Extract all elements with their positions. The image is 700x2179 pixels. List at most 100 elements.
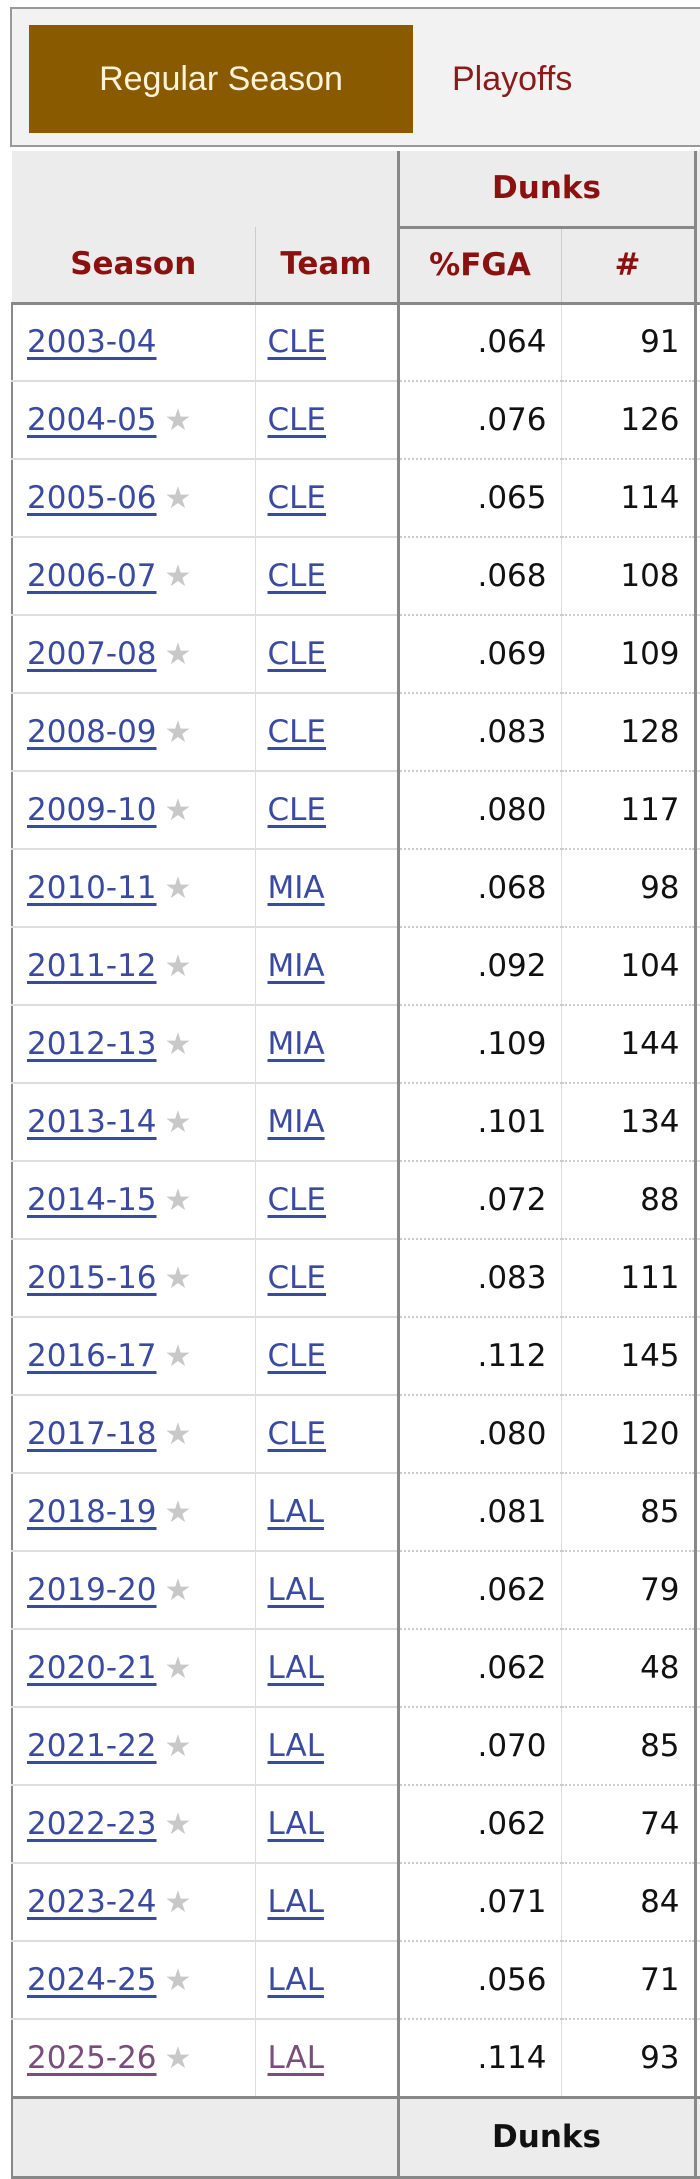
team-link[interactable]: CLE [267,792,327,828]
season-cell: 2025-26 ★ [11,2019,256,2098]
pct-fga-cell: .071 [398,1863,562,1942]
season-link[interactable]: 2010-11 [27,870,157,906]
next-column-cell [695,2019,700,2098]
pct-fga-cell: .112 [398,1317,562,1396]
dunk-count-cell: 85 [561,1473,697,1552]
dunks-table: Dunks Season Team %FGA # 2003-04 CLE .064 9… [11,151,700,2179]
season-link[interactable]: 2007-08 [27,636,157,672]
season-link[interactable]: 2012-13 [27,1026,157,1062]
season-cell: 2006-07 ★ [11,537,256,616]
season-link[interactable]: 2004-05 [27,402,157,438]
season-link[interactable]: 2019-20 [27,1572,157,1608]
next-column-cell [695,459,700,538]
season-link[interactable]: 2023-24 [27,1884,157,1920]
tab-playoffs[interactable]: Playoffs [452,59,573,98]
pct-fga-cell: .072 [398,1161,562,1240]
tab-regular-season[interactable]: Regular Season [29,25,413,133]
team-link[interactable]: CLE [267,1338,327,1374]
team-link[interactable]: LAL [267,2039,324,2076]
pct-fga-cell: .114 [398,2019,562,2098]
star-icon: ★ [164,637,192,672]
season-cell: 2019-20 ★ [11,1551,256,1630]
table-row: 2010-11 ★ MIA .068 98 [11,849,700,928]
team-link[interactable]: LAL [267,1962,324,1998]
team-link[interactable]: CLE [267,402,327,438]
team-link[interactable]: LAL [267,1806,324,1842]
season-cell: 2022-23 ★ [11,1785,256,1864]
team-link[interactable]: LAL [267,1728,324,1764]
table-row: 2021-22 ★ LAL .070 85 [11,1707,700,1786]
season-link[interactable]: 2011-12 [27,948,157,984]
pct-fga-cell: .068 [398,849,562,928]
team-link[interactable]: MIA [267,1026,325,1062]
next-column-cell [695,1707,700,1786]
dunk-count-cell: 111 [561,1239,697,1318]
team-link[interactable]: CLE [267,1416,327,1452]
column-header-team[interactable]: Team [255,227,400,305]
next-column-cell [695,1005,700,1084]
next-column-cell [695,303,700,382]
pct-fga-cell: .070 [398,1707,562,1786]
team-cell: LAL [255,1473,400,1552]
star-icon: ★ [164,871,192,906]
team-link[interactable]: CLE [267,636,327,672]
season-link[interactable]: 2022-23 [27,1806,157,1842]
team-link[interactable]: MIA [267,870,325,906]
table-row: 2022-23 ★ LAL .062 74 [11,1785,700,1864]
season-cell: 2005-06 ★ [11,459,256,538]
team-link[interactable]: CLE [267,558,327,594]
column-header-row: Season Team %FGA # [12,227,700,305]
pct-fga-cell: .081 [398,1473,562,1552]
team-cell: CLE [255,771,400,850]
star-icon: ★ [164,2040,192,2076]
season-cell: 2015-16 ★ [11,1239,256,1318]
season-link[interactable]: 2024-25 [27,1962,157,1998]
season-link[interactable]: 2015-16 [27,1260,157,1296]
season-link[interactable]: 2021-22 [27,1728,157,1764]
season-link[interactable]: 2017-18 [27,1416,157,1452]
team-link[interactable]: CLE [267,714,327,750]
column-header-pct-fga[interactable]: %FGA [398,227,562,305]
team-link[interactable]: MIA [267,948,325,984]
team-link[interactable]: LAL [267,1572,324,1608]
team-link[interactable]: LAL [267,1494,324,1530]
season-cell: 2012-13 ★ [11,1005,256,1084]
star-icon: ★ [164,1729,192,1764]
season-link[interactable]: 2020-21 [27,1650,157,1686]
pct-fga-cell: .068 [398,537,562,616]
team-link[interactable]: CLE [267,1182,327,1218]
team-link[interactable]: MIA [267,1104,325,1140]
team-link[interactable]: LAL [267,1884,324,1920]
footer-group-header-row: Dunks [11,2095,700,2179]
dunk-count-cell: 109 [561,615,697,694]
column-header-season[interactable]: Season [12,227,256,305]
next-column-cell [695,1941,700,2020]
season-link[interactable]: 2003-04 [27,324,157,361]
table-row: 2014-15 ★ CLE .072 88 [11,1161,700,1240]
season-link[interactable]: 2018-19 [27,1494,157,1530]
season-link[interactable]: 2006-07 [27,558,157,594]
dunk-count-cell: 144 [561,1005,697,1084]
next-column-cell [695,1317,700,1396]
dunk-count-cell: 117 [561,771,697,850]
season-link[interactable]: 2008-09 [27,714,157,750]
table-row: 2005-06 ★ CLE .065 114 [11,459,700,538]
season-link[interactable]: 2005-06 [27,480,157,516]
season-link[interactable]: 2025-26 [27,2039,157,2076]
team-link[interactable]: CLE [267,324,327,361]
dunk-count-cell: 79 [561,1551,697,1630]
table-row: 2004-05 ★ CLE .076 126 [11,381,700,460]
star-icon: ★ [164,1807,192,1842]
season-link[interactable]: 2009-10 [27,792,157,828]
team-cell: CLE [255,1239,400,1318]
season-link[interactable]: 2016-17 [27,1338,157,1374]
column-header-count[interactable]: # [561,227,697,305]
group-header-dunks: Dunks [398,151,697,229]
season-link[interactable]: 2013-14 [27,1104,157,1140]
team-link[interactable]: LAL [267,1650,324,1686]
dunk-count-cell: 48 [561,1629,697,1708]
star-icon: ★ [164,481,192,516]
team-link[interactable]: CLE [267,1260,327,1296]
team-link[interactable]: CLE [267,480,327,516]
season-link[interactable]: 2014-15 [27,1182,157,1218]
